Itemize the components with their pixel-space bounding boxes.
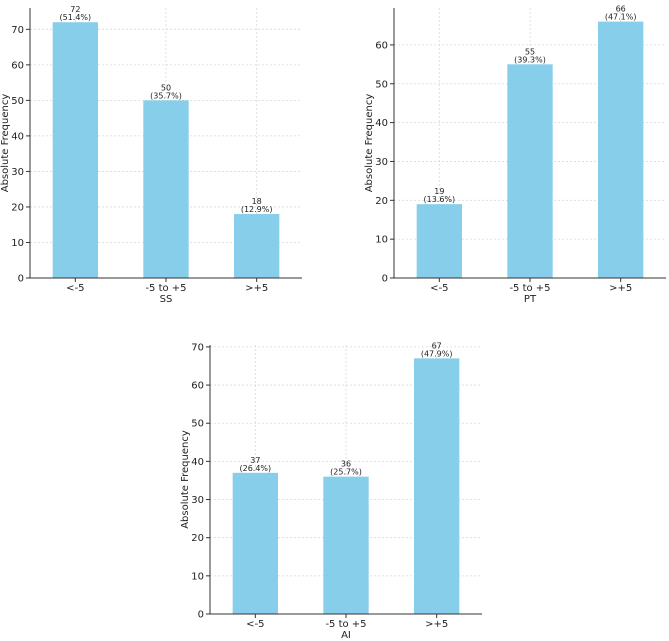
y-tick-label-ai-0: 0 [198,610,204,621]
y-tick-label-pt-3: 30 [375,157,388,168]
y-axis-label-pt: Absolute Frequency [364,94,375,193]
bar-value-label-ss-2: 18 [252,197,262,206]
bar-percent-label-pt-0: (13.6%) [424,195,456,204]
bar-percent-label-ai-2: (47.9%) [421,349,453,358]
x-axis-label-ai: AI [341,630,351,641]
bar-ai-1 [323,476,369,614]
x-tick-label-ai-2: >+5 [425,619,448,630]
bar-percent-label-pt-1: (39.3%) [514,55,546,64]
x-tick-label-ss-0: <-5 [66,283,84,294]
x-tick-label-ss-2: >+5 [245,283,268,294]
bar-ai-0 [232,472,278,614]
y-tick-label-pt-0: 0 [382,274,388,285]
bar-value-label-pt-0: 19 [434,187,444,196]
x-axis-label-pt: PT [524,294,537,305]
y-tick-label-ss-4: 40 [11,131,24,142]
x-tick-label-ai-1: -5 to +5 [325,619,366,630]
y-tick-label-pt-6: 60 [375,40,388,51]
bar-percent-label-ss-2: (12.9%) [241,205,273,214]
bar-ss-2 [234,214,280,278]
y-tick-label-ss-6: 60 [11,60,24,71]
y-tick-label-ai-1: 10 [191,571,204,582]
chart-pt: 19(13.6%) 55(39.3%) 66(47.1%) 0 10 20 30 40 50 60… [364,5,666,305]
bar-percent-label-ss-1: (35.7%) [150,91,182,100]
x-tick-label-ai-0: <-5 [246,619,264,630]
bar-percent-label-ai-1: (25.7%) [330,468,362,477]
x-tick-label-ss-1: -5 to +5 [145,283,186,294]
bar-value-label-pt-1: 55 [525,47,535,56]
bar-ss-1 [143,100,189,278]
bar-value-label-ss-1: 50 [161,83,171,92]
y-tick-label-ss-5: 50 [11,96,24,107]
bar-percent-label-ss-0: (51.4%) [60,13,92,22]
y-tick-label-ai-4: 40 [191,457,204,468]
y-tick-label-ai-5: 50 [191,419,204,430]
bar-value-label-pt-2: 66 [616,5,626,14]
bar-ai-2 [414,358,460,614]
y-tick-label-ss-0: 0 [18,274,24,285]
x-tick-label-pt-2: >+5 [609,283,632,294]
y-tick-label-ai-7: 70 [191,342,204,353]
bar-value-label-ss-0: 72 [70,5,80,14]
x-axis-label-ss: SS [160,294,173,305]
y-tick-label-pt-1: 10 [375,235,388,246]
y-axis-label-ss: Absolute Frequency [0,94,11,193]
y-tick-label-ai-2: 20 [191,533,204,544]
bar-value-label-ai-0: 37 [250,456,260,465]
bar-pt-0 [416,204,462,278]
y-tick-label-pt-2: 20 [375,196,388,207]
x-tick-label-pt-0: <-5 [430,283,448,294]
bar-percent-label-ai-0: (26.4%) [240,464,272,473]
y-tick-label-ai-3: 30 [191,495,204,506]
y-axis-label-ai: Absolute Frequency [180,430,191,529]
chart-ai: 37(26.4%) 36(25.7%) 67(47.9%) 0 10 20 30 40 50 60… [180,341,482,641]
y-tick-label-ss-7: 70 [11,25,24,36]
y-tick-label-ss-3: 30 [11,167,24,178]
y-tick-label-pt-4: 40 [375,118,388,129]
bar-value-label-ai-1: 36 [341,460,351,469]
y-tick-label-ss-2: 20 [11,202,24,213]
bar-percent-label-pt-2: (47.1%) [605,13,637,22]
y-tick-label-ai-6: 60 [191,381,204,392]
y-tick-label-pt-5: 50 [375,79,388,90]
chart-ss: 72(51.4%)50(35.7%)18(12.9%)0102030405060… [0,5,302,305]
bar-pt-2 [598,21,644,279]
bar-ss-0 [52,22,98,278]
y-tick-label-ss-1: 10 [11,238,24,249]
bar-pt-1 [507,64,553,278]
bar-value-label-ai-2: 67 [432,341,442,350]
x-tick-label-pt-1: -5 to +5 [509,283,550,294]
